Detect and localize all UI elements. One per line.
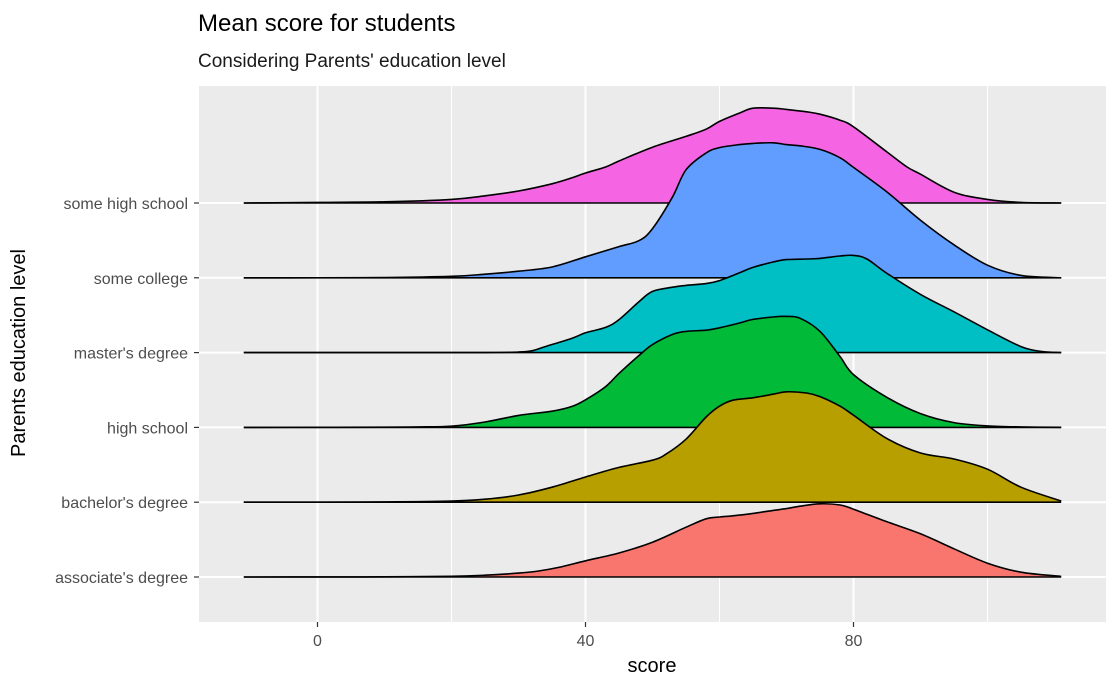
y-tick-label: some high school (63, 196, 188, 213)
ridge-fill (243, 503, 1062, 577)
ridge-outline (243, 106, 1062, 204)
ridge-outline (243, 315, 1062, 429)
ridge-fill (243, 316, 1062, 428)
y-tick-label: some college (94, 271, 188, 288)
chart-title: Mean score for students (198, 10, 455, 37)
ridge-associate-s-degree (243, 502, 1062, 578)
x-axis: 0 40 80 (313, 622, 863, 650)
ridge-outline (243, 141, 1062, 279)
ridge-outline (243, 254, 1062, 354)
chart-subtitle: Considering Parents' education level (198, 51, 506, 72)
ridge-fill (243, 255, 1062, 353)
ridge-bachelor-s-degree (243, 390, 1062, 504)
y-tick-label: high school (107, 420, 188, 437)
x-tick-label: 80 (845, 633, 863, 650)
ridge-high-school (243, 315, 1062, 429)
y-tick-label: bachelor's degree (61, 495, 188, 512)
x-tick-label: 40 (577, 633, 595, 650)
x-axis-title: score (628, 655, 677, 677)
y-tick-label: associate's degree (55, 570, 188, 587)
y-axis-title: Parents education level (8, 249, 30, 457)
ridge-outline (243, 502, 1062, 578)
ridge-outline (243, 390, 1062, 503)
ridge-fill (243, 391, 1062, 503)
y-tick-label: master's degree (74, 346, 188, 363)
y-axis: associate's degree bachelor's degree high … (55, 196, 199, 587)
ridge-some-college (243, 141, 1062, 279)
ridges (243, 106, 1062, 578)
ridge-fill (243, 142, 1062, 278)
x-tick-label: 0 (313, 633, 322, 650)
